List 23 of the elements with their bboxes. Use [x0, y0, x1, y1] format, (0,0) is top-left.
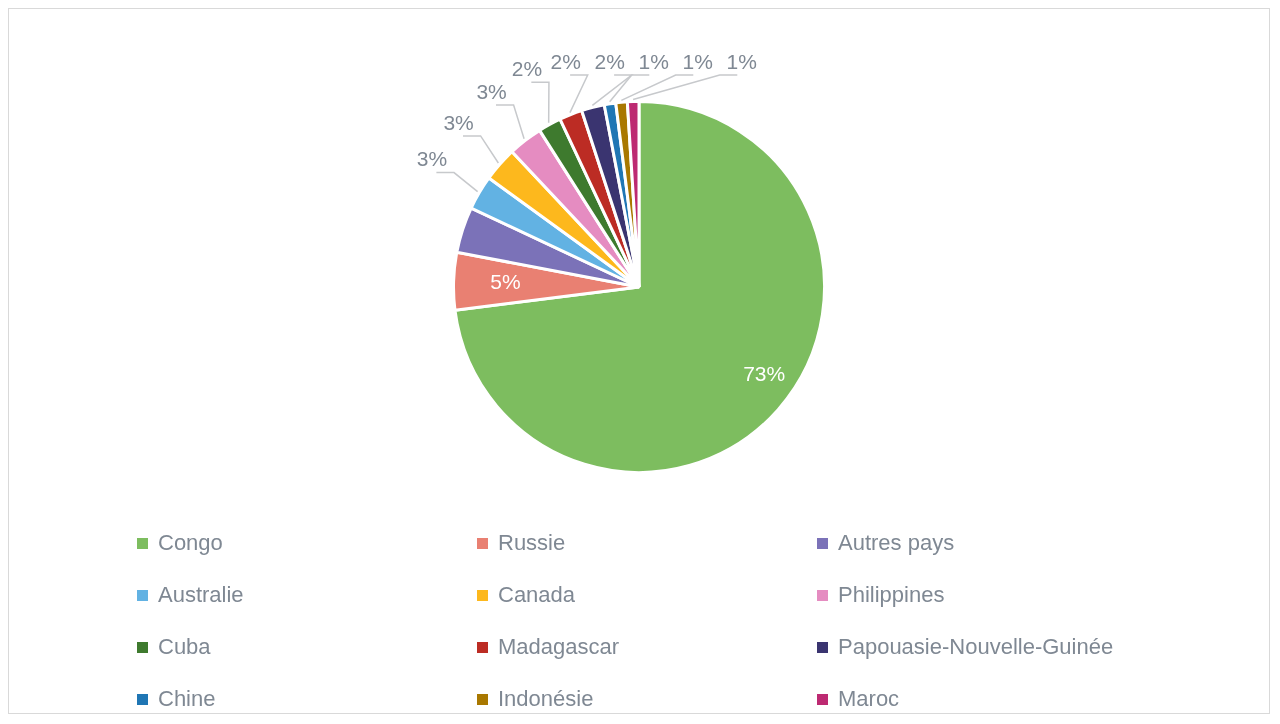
data-label: 1% — [638, 49, 669, 73]
data-label: 3% — [416, 147, 448, 171]
data-label: 5% — [490, 269, 521, 293]
legend-label: Australie — [158, 582, 244, 608]
legend-label: Madagascar — [498, 634, 620, 660]
data-label: 2% — [511, 57, 543, 80]
data-label: 2% — [550, 49, 581, 73]
legend-label: Cuba — [158, 634, 211, 660]
legend-label: Congo — [158, 530, 223, 556]
data-label: 2% — [594, 49, 625, 73]
legend-label: Indonésie — [498, 686, 594, 712]
legend-label: Canada — [498, 582, 576, 608]
legend-label: Philippines — [838, 582, 945, 608]
legend-label: Russie — [498, 530, 566, 556]
data-label: 3% — [476, 79, 507, 103]
data-label: 1% — [726, 49, 757, 73]
legend-label: Maroc — [838, 686, 900, 712]
data-label: 1% — [682, 49, 713, 73]
legend-label: Chine — [158, 686, 216, 712]
legend-label: Papouasie-Nouvelle-Guinée — [838, 634, 1114, 660]
legend-label: Autres pays — [838, 530, 955, 556]
data-label: 73% — [743, 362, 786, 386]
data-label: 3% — [443, 110, 474, 134]
